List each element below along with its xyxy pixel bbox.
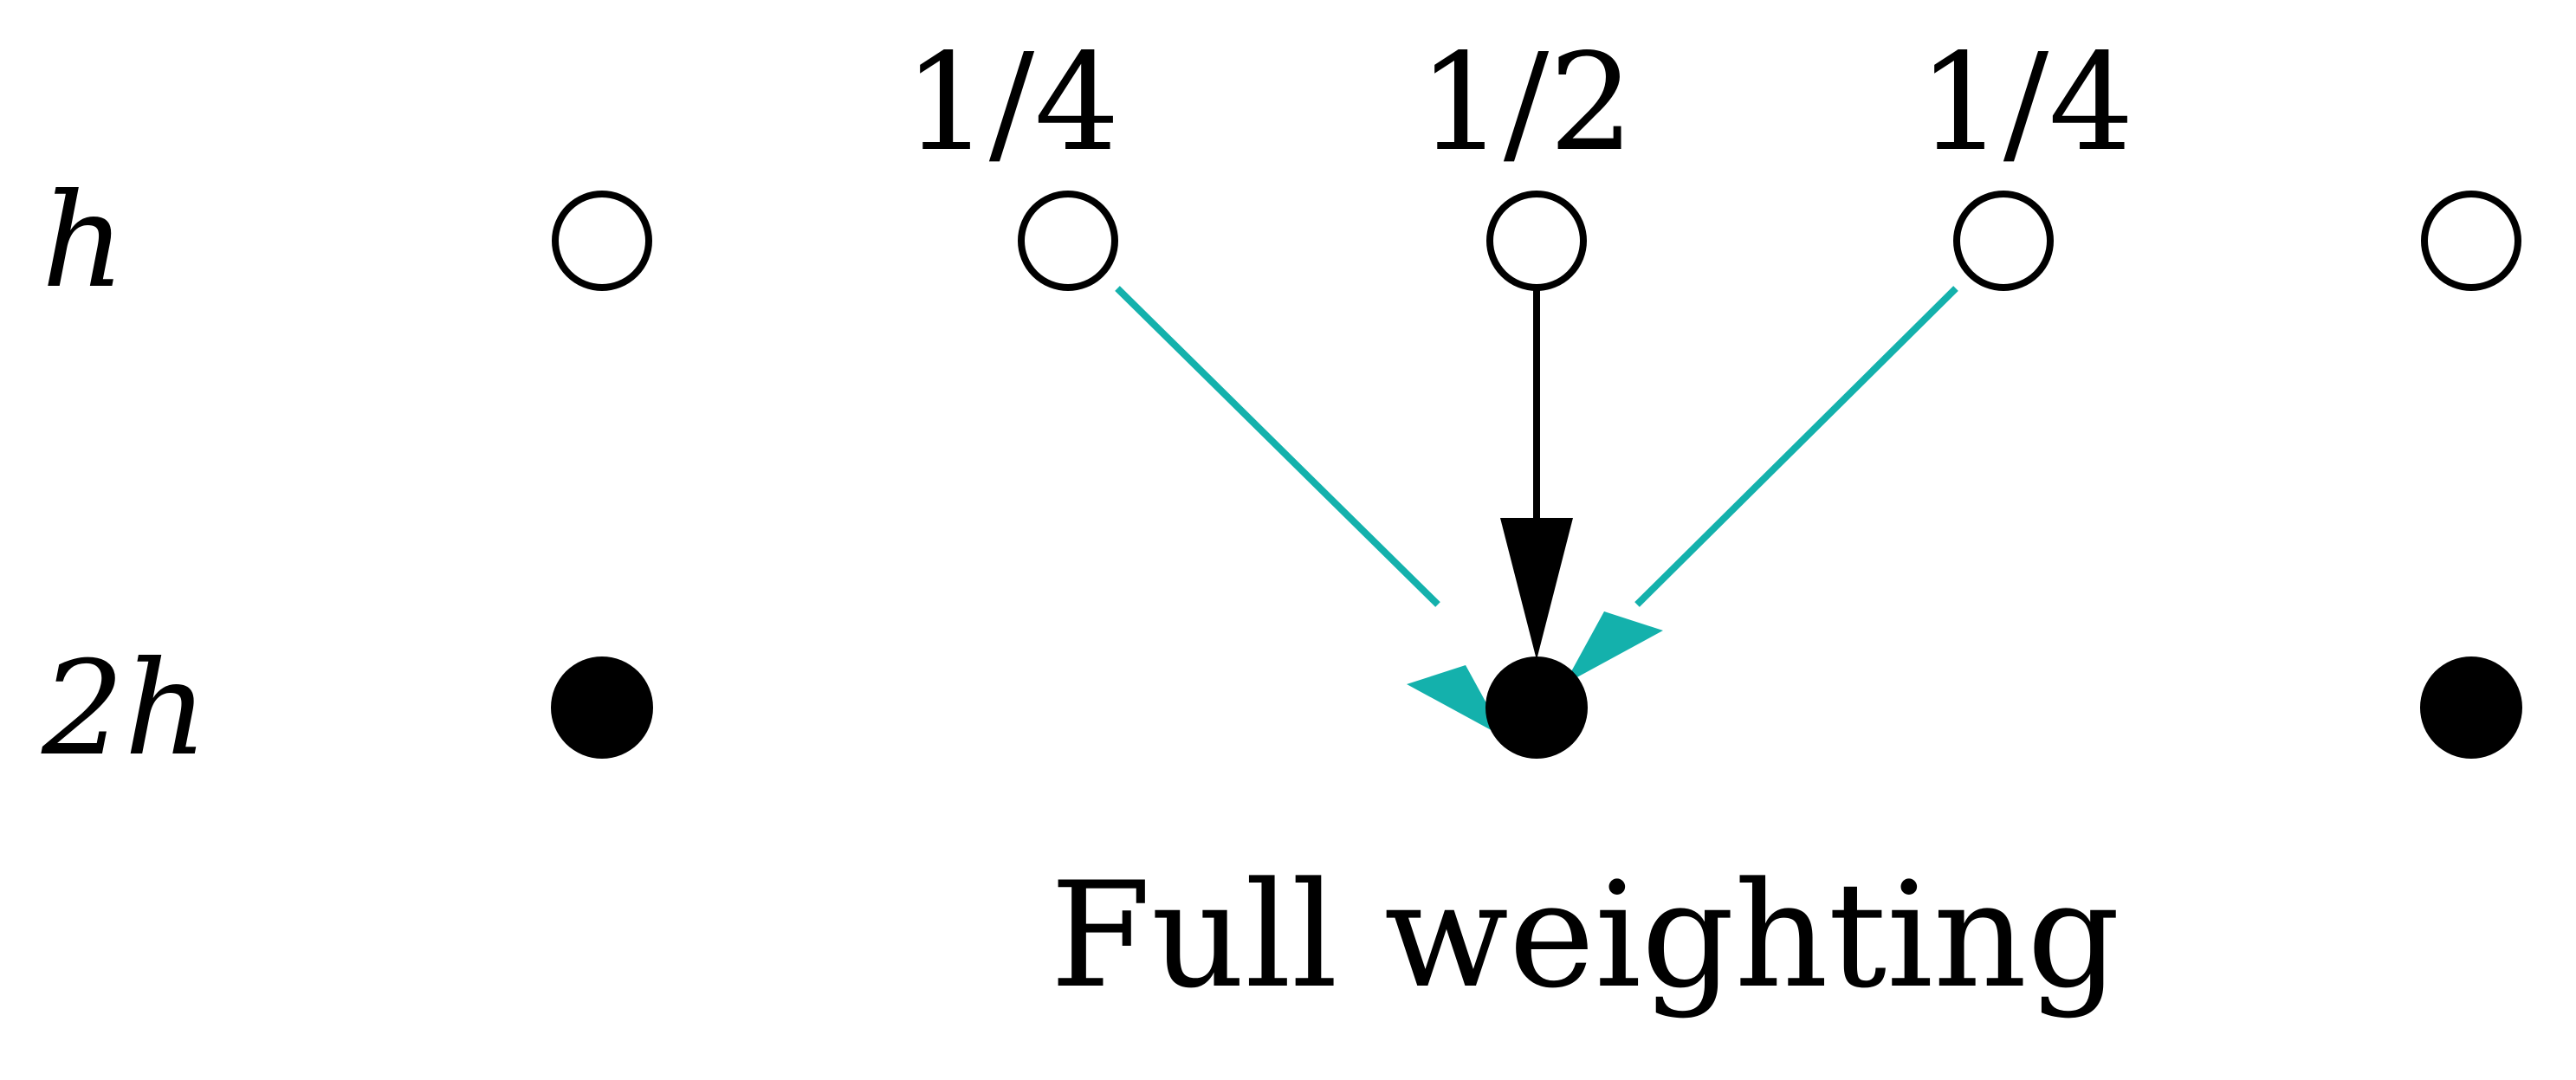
fine-node-5 [2421, 191, 2521, 291]
row-label-coarse: 2h [41, 634, 208, 785]
fine-node-4 [1953, 191, 2054, 291]
coarse-node-1 [551, 656, 653, 759]
diagram-caption: Full weighting [1050, 850, 2120, 1020]
arrow-right-to-center [1564, 286, 1958, 684]
weight-label-left: 1/4 [903, 24, 1119, 181]
arrow-center-to-center [1500, 288, 1573, 660]
coarse-node-2 [1485, 656, 1588, 759]
weight-label-right: 1/4 [1918, 24, 2133, 181]
coarse-node-3 [2420, 656, 2522, 759]
fine-node-2 [1018, 191, 1118, 291]
row-label-fine: h [42, 166, 126, 317]
weight-label-center: 1/2 [1418, 24, 1634, 181]
arrow-left-to-center [1115, 286, 1505, 738]
fine-node-3 [1486, 191, 1587, 291]
fine-node-1 [552, 191, 652, 291]
